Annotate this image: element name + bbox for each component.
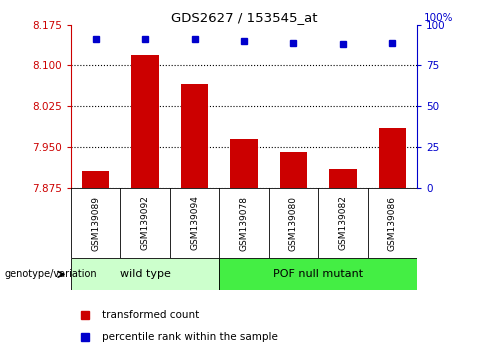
Text: wild type: wild type: [120, 269, 170, 279]
Text: GSM139082: GSM139082: [339, 195, 347, 251]
Text: GSM139089: GSM139089: [91, 195, 100, 251]
Bar: [71, 258, 219, 290]
Bar: [131, 55, 159, 188]
Title: GDS2627 / 153545_at: GDS2627 / 153545_at: [171, 11, 317, 24]
Text: GSM139094: GSM139094: [190, 195, 199, 251]
Bar: [219, 258, 417, 290]
Text: 100%: 100%: [424, 13, 454, 23]
Text: transformed count: transformed count: [102, 310, 199, 320]
Bar: [181, 85, 208, 188]
Bar: [329, 169, 357, 188]
Text: GSM139092: GSM139092: [141, 195, 149, 251]
Text: POF null mutant: POF null mutant: [273, 269, 363, 279]
Text: GSM139078: GSM139078: [240, 195, 248, 251]
Text: GSM139080: GSM139080: [289, 195, 298, 251]
Bar: [230, 139, 258, 188]
Text: GSM139086: GSM139086: [388, 195, 397, 251]
Bar: [82, 171, 109, 188]
Bar: [379, 128, 406, 188]
Text: percentile rank within the sample: percentile rank within the sample: [102, 332, 278, 342]
Text: genotype/variation: genotype/variation: [5, 269, 98, 279]
Bar: [280, 152, 307, 188]
